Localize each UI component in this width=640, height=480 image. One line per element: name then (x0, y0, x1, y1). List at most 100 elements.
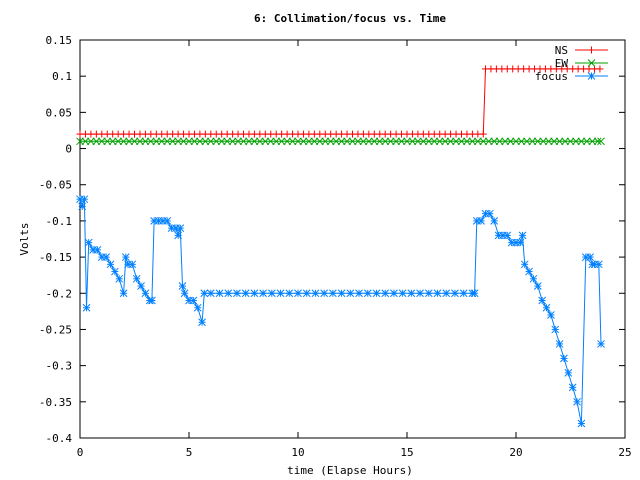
data-point-focus (568, 383, 577, 392)
data-point-focus (573, 397, 581, 406)
data-point-ew (544, 137, 553, 146)
data-point-ew (76, 137, 84, 146)
data-point-focus (259, 289, 267, 298)
data-point-ew (512, 137, 520, 146)
data-point-ew (419, 137, 428, 146)
legend-item-ew: EW (555, 57, 608, 70)
data-point-focus (329, 289, 337, 298)
data-point-ew (239, 137, 248, 146)
data-point-focus (311, 289, 320, 298)
legend-label: focus (535, 70, 568, 83)
data-point-focus (193, 303, 202, 312)
data-point-focus (132, 274, 141, 283)
data-point-ew (528, 137, 537, 146)
data-point-focus (115, 274, 124, 283)
x-tick-label: 0 (77, 446, 84, 459)
data-point-focus (189, 296, 198, 305)
data-point-focus (320, 289, 329, 298)
data-point-focus (93, 246, 102, 254)
x-tick-label: 25 (618, 446, 631, 459)
data-point-focus (529, 274, 538, 283)
data-point-ew (597, 137, 605, 146)
data-point-focus (525, 267, 533, 276)
legend-label: NS (555, 44, 568, 57)
data-point-ew (81, 137, 90, 146)
y-axis: 0.15 0.1 0.05 0 -0.05 -0.1 -0.15 -0.2 -0.25 -0.3 -… (39, 34, 625, 445)
data-point-ew (495, 137, 504, 146)
data-point-ew (310, 137, 319, 146)
data-point-focus (490, 217, 499, 225)
data-point-focus (520, 260, 529, 269)
data-point-ew (223, 137, 232, 146)
data-point-focus (597, 340, 605, 348)
data-point-ew (452, 137, 460, 146)
data-point-ew (414, 137, 422, 146)
data-point-ew (332, 137, 341, 146)
data-point-ew (370, 137, 379, 146)
data-point-focus (198, 318, 206, 327)
data-point-ew (299, 137, 308, 146)
data-point-ew (375, 137, 384, 146)
data-point-ew (430, 137, 439, 146)
data-point-ew (441, 137, 450, 146)
data-point-focus (180, 289, 189, 298)
data-point-ew (108, 137, 117, 146)
data-point-focus (533, 282, 542, 290)
legend-marker (587, 59, 596, 67)
y-tick-label: 0.05 (46, 106, 73, 119)
x-tick-label: 15 (400, 446, 413, 459)
y-tick-label: -0.2 (46, 287, 73, 300)
x-tick-label: 20 (509, 446, 522, 459)
y-tick-label: -0.35 (39, 396, 72, 409)
data-point-focus (128, 260, 137, 269)
y-tick-label: 0 (65, 143, 72, 156)
data-point-ew (473, 137, 482, 146)
data-point-focus (538, 296, 547, 305)
data-point-focus (80, 195, 89, 204)
data-point-ew (212, 137, 221, 146)
data-point-focus (363, 289, 372, 298)
x-tick-label: 5 (186, 446, 193, 459)
data-point-ew (463, 137, 471, 146)
data-point-ns (596, 65, 604, 73)
data-point-ew (533, 137, 542, 146)
data-point-ew (364, 137, 373, 146)
data-point-ns (479, 130, 487, 138)
data-point-ew (408, 137, 417, 146)
data-point-focus (302, 289, 311, 298)
data-point-focus (224, 289, 233, 298)
data-point-focus (285, 289, 294, 298)
data-point-ew (479, 137, 488, 146)
data-point-focus (372, 289, 381, 298)
data-point-ew (179, 137, 188, 146)
x-tick-label: 10 (291, 446, 304, 459)
legend-item-ns: NS (555, 44, 608, 57)
data-point-ew (97, 137, 106, 146)
data-point-ew (397, 137, 406, 146)
series-focus (76, 195, 605, 428)
chart-title: 6: Collimation/focus vs. Time (254, 12, 446, 25)
data-point-ew (228, 137, 237, 146)
data-point-ew (114, 137, 123, 146)
y-tick-label: 0.15 (46, 34, 73, 47)
data-point-ew (146, 137, 155, 146)
data-point-focus (381, 289, 390, 298)
data-point-ew (255, 137, 264, 146)
data-point-ew (217, 137, 226, 146)
data-point-ew (506, 137, 515, 146)
data-point-ew (136, 137, 144, 146)
data-point-ew (572, 137, 580, 146)
data-point-focus (267, 289, 276, 298)
data-point-focus (294, 289, 302, 298)
y-tick-label: -0.3 (46, 360, 73, 373)
data-point-ew (523, 137, 531, 146)
data-point-focus (250, 289, 259, 298)
data-point-ew (272, 137, 281, 146)
data-point-focus (337, 289, 346, 298)
data-point-ew (315, 137, 324, 146)
y-tick-label: -0.1 (46, 215, 73, 228)
data-point-ew (566, 137, 575, 146)
data-point-ew (392, 137, 400, 146)
data-point-ew (168, 137, 177, 146)
